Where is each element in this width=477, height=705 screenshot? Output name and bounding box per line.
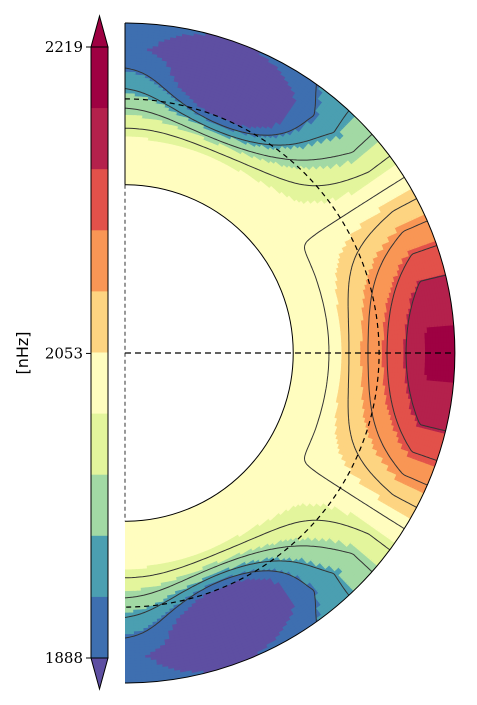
colorbar-segment [91,169,108,231]
colorbar-segments [91,47,108,659]
colorbar-ticks: 2219 2053 1888 [45,38,91,667]
contour-line [347,198,417,508]
colorbar-segment [91,230,108,292]
contour-line [386,245,438,461]
colorbar-segment [91,596,108,659]
colorbar: 2219 2053 1888 [nHz] [13,14,109,691]
contour-line [125,127,391,579]
colorbar-segment [91,291,108,353]
contour-lines [125,67,446,639]
contour-line [405,274,446,432]
inner-boundary [124,184,294,522]
contour-line [304,176,405,530]
contour-line [125,67,317,639]
colorbar-segment [91,352,108,415]
contour-line [367,220,428,486]
meridional-plane [124,22,456,684]
colorbar-tick-label: 2053 [45,344,83,362]
colorbar-label: [nHz] [13,331,32,374]
colorbar-extend-max-arrow [90,14,109,48]
colorbar-segment [91,413,108,476]
contour-fills [125,23,455,683]
colorbar-tick-label: 2219 [45,38,83,56]
colorbar-segment [91,108,108,170]
colorbar-segment [91,535,108,598]
colorbar-segment [91,474,108,537]
outer-boundary [124,22,456,684]
contour-line [125,107,373,599]
colorbar-extend-min-arrow [90,657,109,691]
colorbar-segment [91,47,108,109]
colorbar-tick-label: 1888 [45,649,83,667]
